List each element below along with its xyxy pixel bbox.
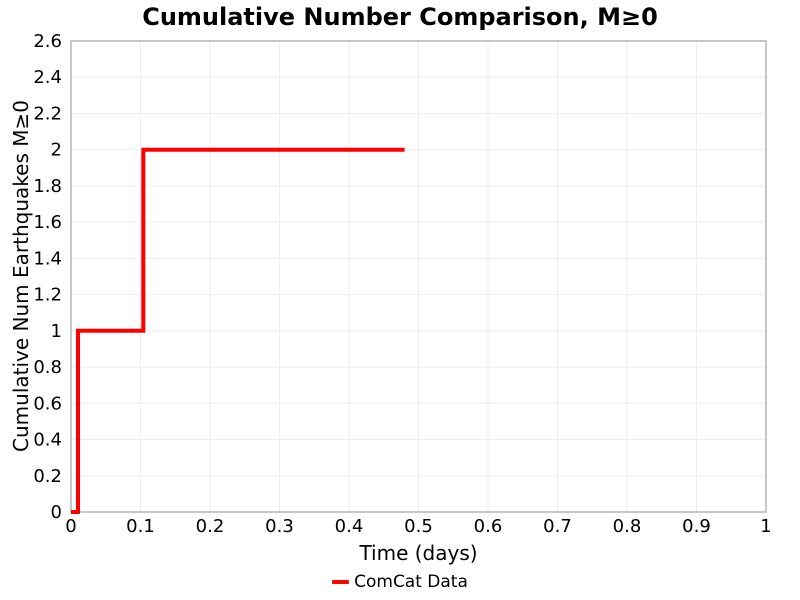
y-axis-label: Cumulative Num Earthquakes M≥0: [9, 100, 33, 452]
series-line: [71, 147, 405, 514]
plot-border: [70, 40, 767, 513]
y-tick-label: 2: [51, 140, 62, 161]
x-tick-label: 0: [65, 516, 76, 537]
y-tick-label: 1.8: [33, 176, 62, 197]
x-tick-label: 0.9: [682, 516, 711, 537]
x-axis-label: Time (days): [359, 541, 478, 565]
y-tick-label: 1.6: [33, 212, 62, 233]
x-tick-label: 0.1: [126, 516, 155, 537]
y-tick-label: 0.2: [33, 466, 62, 487]
legend-line-swatch: [332, 580, 350, 584]
x-tick-label: 0.6: [474, 516, 503, 537]
chart-title: Cumulative Number Comparison, M≥0: [142, 3, 658, 31]
y-tick-label: 1.4: [33, 248, 62, 269]
x-tick-label: 0.3: [265, 516, 294, 537]
y-tick-label: 1.2: [33, 285, 62, 306]
x-tick-label: 0.2: [196, 516, 225, 537]
y-tick-label: 2.2: [33, 103, 62, 124]
x-tick-label: 0.8: [613, 516, 642, 537]
x-tick-label: 0.5: [404, 516, 433, 537]
legend-label: ComCat Data: [354, 572, 468, 592]
legend: ComCat Data: [0, 572, 800, 592]
y-tick-label: 0.6: [33, 393, 62, 414]
x-tick-label: 0.7: [543, 516, 572, 537]
y-tick-label: 2.4: [33, 67, 62, 88]
y-tick-label: 0.4: [33, 430, 62, 451]
y-tick-label: 1: [51, 321, 62, 342]
y-tick-label: 0: [51, 502, 62, 523]
x-tick-label: 1: [760, 516, 771, 537]
y-tick-label: 0.8: [33, 357, 62, 378]
y-tick-label: 2.6: [33, 31, 62, 52]
x-tick-label: 0.4: [335, 516, 364, 537]
